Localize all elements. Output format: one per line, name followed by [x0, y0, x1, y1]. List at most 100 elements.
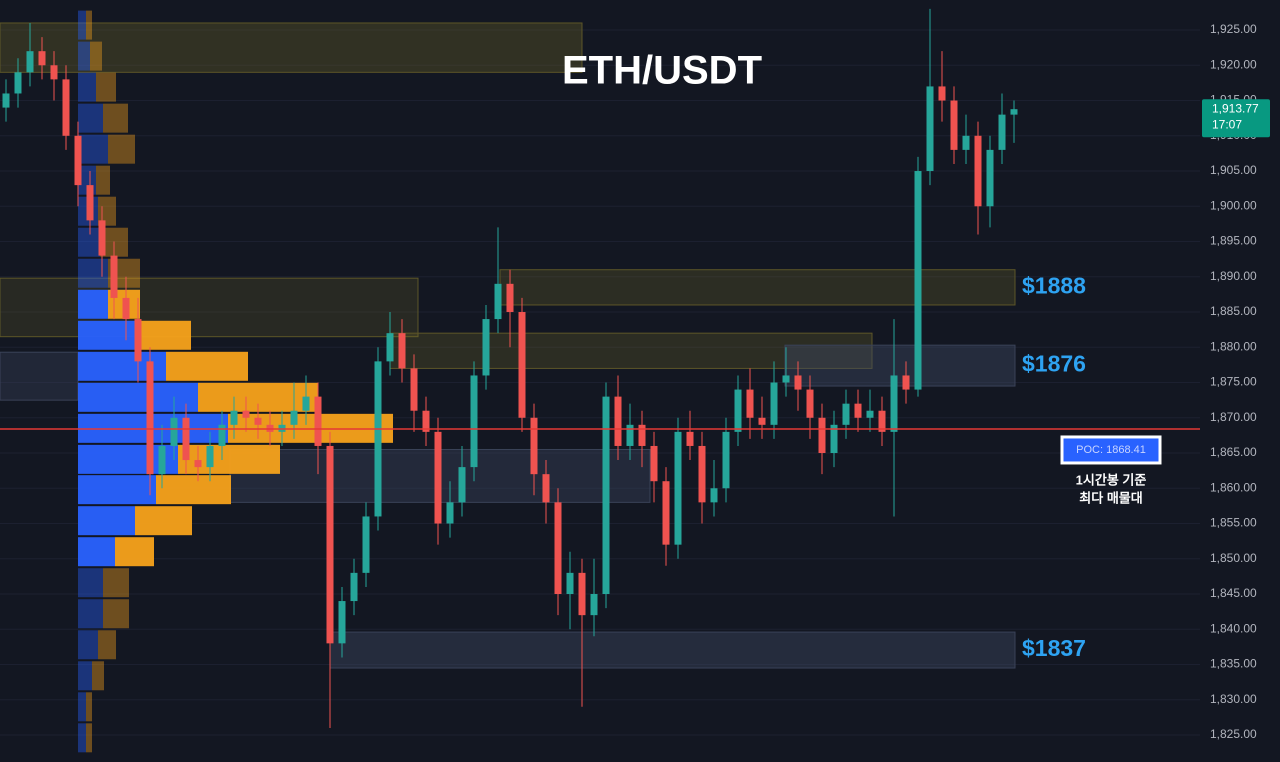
zone-label: $1837 — [1022, 635, 1086, 661]
profile-buy — [78, 506, 135, 536]
candle-body — [98, 220, 106, 256]
candle-body — [242, 410, 250, 418]
y-tick-label: 1,845.00 — [1210, 586, 1257, 600]
y-tick-label: 1,860.00 — [1210, 480, 1257, 494]
candle-body — [626, 424, 634, 446]
zone-label: $1888 — [1022, 272, 1086, 298]
candle-body — [314, 396, 322, 446]
profile-sell — [103, 568, 129, 598]
candle-body — [290, 410, 298, 425]
price-tag-countdown: 17:07 — [1212, 117, 1242, 131]
profile-buy — [78, 568, 103, 598]
candle-body — [338, 601, 346, 644]
profile-buy — [78, 599, 103, 629]
candle-body — [614, 396, 622, 446]
profile-buy — [78, 382, 198, 412]
candle-body — [854, 403, 862, 418]
candle-body — [50, 65, 58, 80]
candle-body — [782, 375, 790, 383]
zone — [499, 269, 1016, 306]
candle-body — [758, 417, 766, 425]
profile-sell — [108, 134, 135, 164]
profile-buy — [78, 475, 156, 505]
candle-body — [998, 114, 1006, 150]
poc-label: POC: 1868.41 — [1076, 444, 1146, 456]
candle-body — [86, 185, 94, 221]
y-tick-label: 1,900.00 — [1210, 198, 1257, 212]
candle-body — [818, 417, 826, 454]
poc-note: 1시간봉 기준 — [1076, 472, 1147, 487]
candle-body — [458, 467, 466, 503]
zone — [389, 332, 873, 369]
price-tag — [1202, 99, 1270, 138]
candle-body — [422, 410, 430, 432]
profile-sell — [166, 351, 248, 381]
profile-sell — [156, 475, 231, 505]
profile-sell — [86, 692, 92, 722]
profile-buy — [78, 41, 90, 71]
candle-body — [362, 516, 370, 573]
candle-body — [506, 283, 514, 313]
candle-body — [2, 93, 10, 108]
profile-sell — [86, 723, 92, 753]
candle-body — [398, 333, 406, 369]
y-tick-label: 1,895.00 — [1210, 234, 1257, 248]
candle-body — [170, 417, 178, 446]
candle-body — [518, 312, 526, 418]
candle-body — [938, 86, 946, 101]
candle-body — [530, 417, 538, 475]
zone-label: $1876 — [1022, 351, 1086, 377]
candle-body — [842, 403, 850, 425]
profile-sell — [90, 41, 102, 71]
y-tick-label: 1,850.00 — [1210, 551, 1257, 565]
candle-body — [122, 297, 130, 320]
candle-body — [710, 488, 718, 503]
candle-body — [902, 375, 910, 390]
zone — [0, 277, 419, 338]
profile-buy — [78, 320, 136, 350]
candle-body — [878, 410, 886, 432]
candle-body — [434, 431, 442, 524]
candle-body — [350, 572, 358, 602]
profile-buy — [78, 258, 108, 288]
candle-body — [110, 255, 118, 298]
y-tick-label: 1,885.00 — [1210, 304, 1257, 318]
candle-body — [734, 389, 742, 432]
candle-body — [494, 283, 502, 320]
zone — [784, 344, 1016, 387]
y-tick-label: 1,870.00 — [1210, 410, 1257, 424]
candle-body — [386, 333, 394, 362]
candle-body — [590, 594, 598, 616]
candle-body — [326, 445, 334, 644]
profile-buy — [78, 537, 115, 567]
profile-sell — [92, 661, 104, 691]
profile-buy — [78, 134, 108, 164]
candle-body — [926, 86, 934, 172]
candle-body — [482, 319, 490, 376]
profile-buy — [78, 289, 108, 319]
candle-body — [962, 135, 970, 150]
candle-body — [38, 51, 46, 66]
profile-sell — [103, 599, 129, 629]
y-tick-label: 1,855.00 — [1210, 516, 1257, 530]
profile-sell — [136, 320, 191, 350]
y-tick-label: 1,920.00 — [1210, 57, 1257, 71]
candle-body — [566, 572, 574, 595]
candle-body — [662, 481, 670, 545]
profile-sell — [115, 537, 154, 567]
candle-body — [410, 368, 418, 411]
candle-body — [74, 135, 82, 186]
zone — [0, 22, 583, 73]
price-tag-label: 1,913.77 — [1212, 101, 1259, 115]
poc-label-box — [1060, 435, 1162, 465]
profile-buy — [78, 227, 100, 257]
profile-sell — [98, 630, 116, 660]
y-tick-label: 1,840.00 — [1210, 621, 1257, 635]
profile-buy — [78, 723, 86, 753]
y-tick-label: 1,890.00 — [1210, 269, 1257, 283]
candle-body — [134, 319, 142, 362]
y-tick-label: 1,865.00 — [1210, 445, 1257, 459]
profile-sell — [96, 72, 116, 102]
